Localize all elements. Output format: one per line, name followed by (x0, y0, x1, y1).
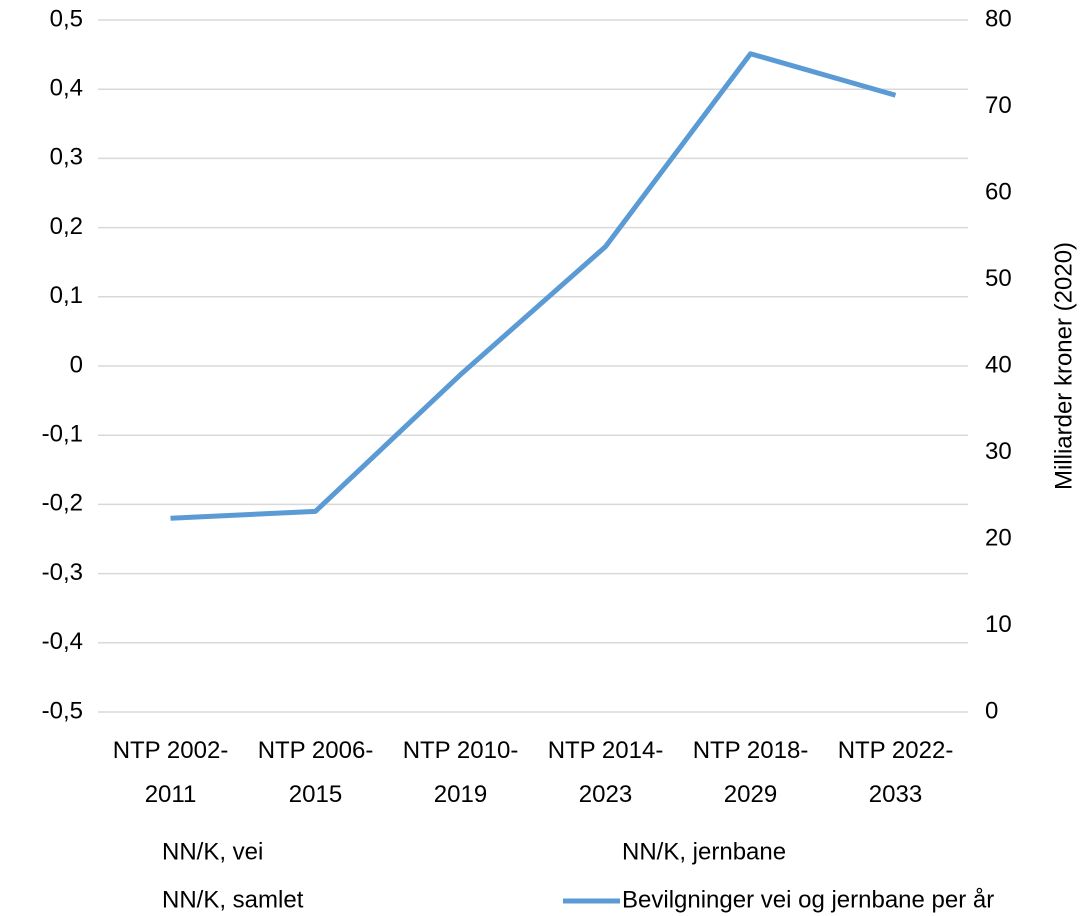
legend-label: NN/K, jernbane (622, 838, 786, 865)
y2-tick-label: 60 (985, 178, 1012, 205)
y-tick-label: 0,5 (50, 5, 83, 32)
y2-tick-label: 20 (985, 524, 1012, 551)
x-tick-label: NTP 2002-2011 (113, 737, 229, 808)
y-tick-label: 0,4 (50, 75, 83, 102)
x-tick-label: NTP 2006-2015 (258, 737, 374, 808)
legend-label: Bevilgninger vei og jernbane per år (622, 886, 994, 913)
y2-axis-label: Milliarder kroner (2020) (1050, 242, 1077, 490)
y-tick-label: 0 (70, 351, 83, 378)
y-tick-label: 0,2 (50, 213, 83, 240)
y-tick-label: -0,2 (42, 490, 83, 517)
x-tick-label: NTP 2010-2019 (403, 737, 519, 808)
legend-label: NN/K, vei (162, 838, 263, 865)
y-tick-label: -0,4 (42, 628, 83, 655)
y-tick-label: -0,1 (42, 421, 83, 448)
series-line (170, 51, 897, 521)
y2-tick-label: 80 (985, 5, 1012, 32)
y2-tick-label: 70 (985, 92, 1012, 119)
y2-tick-label: 10 (985, 611, 1012, 638)
y2-tick-label: 0 (985, 697, 998, 724)
legend-label: NN/K, samlet (162, 886, 304, 913)
y-tick-label: 0,1 (50, 282, 83, 309)
y2-tick-label: 30 (985, 438, 1012, 465)
x-tick-label: NTP 2022-2033 (838, 737, 954, 808)
y-tick-label: 0,3 (50, 144, 83, 171)
y2-tick-label: 40 (985, 351, 1012, 378)
x-tick-label: NTP 2014-2023 (548, 737, 664, 808)
y2-tick-label: 50 (985, 265, 1012, 292)
y-tick-label: -0,5 (42, 697, 83, 724)
x-tick-label: NTP 2018-2029 (693, 737, 809, 808)
y-tick-label: -0,3 (42, 559, 83, 586)
